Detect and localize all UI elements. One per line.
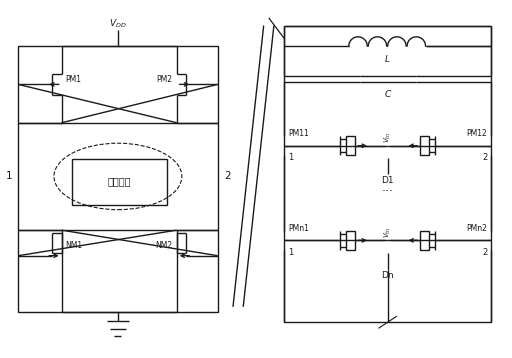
Text: NM2: NM2: [156, 241, 173, 250]
Text: L: L: [385, 55, 390, 64]
Text: 1: 1: [288, 248, 293, 257]
Text: 2: 2: [482, 154, 487, 163]
Bar: [346, 231, 355, 250]
Text: D1: D1: [381, 176, 394, 185]
Bar: [346, 136, 355, 155]
Text: PM1: PM1: [66, 75, 82, 84]
Bar: [420, 136, 429, 155]
Text: PM12: PM12: [466, 129, 487, 138]
Bar: [284, 25, 491, 322]
Text: 1: 1: [6, 171, 12, 182]
Text: Dn: Dn: [381, 271, 394, 280]
Text: 1: 1: [288, 154, 293, 163]
Bar: [420, 231, 429, 250]
Text: 谐振回路: 谐振回路: [108, 176, 131, 187]
Bar: [72, 159, 166, 204]
Text: PM11: PM11: [288, 129, 309, 138]
Text: PMn2: PMn2: [466, 224, 487, 233]
Text: NM1: NM1: [66, 241, 83, 250]
Text: 2: 2: [482, 248, 487, 257]
Text: C: C: [385, 90, 391, 98]
Text: 2: 2: [224, 171, 230, 182]
Text: $V_{DD}$: $V_{DD}$: [109, 17, 127, 30]
Text: $V_{tn}$: $V_{tn}$: [382, 132, 393, 143]
Bar: [18, 46, 218, 312]
Text: PMn1: PMn1: [288, 224, 309, 233]
Text: PM2: PM2: [157, 75, 173, 84]
Text: ···: ···: [381, 185, 394, 198]
Text: $V_{tn}$: $V_{tn}$: [382, 226, 393, 238]
